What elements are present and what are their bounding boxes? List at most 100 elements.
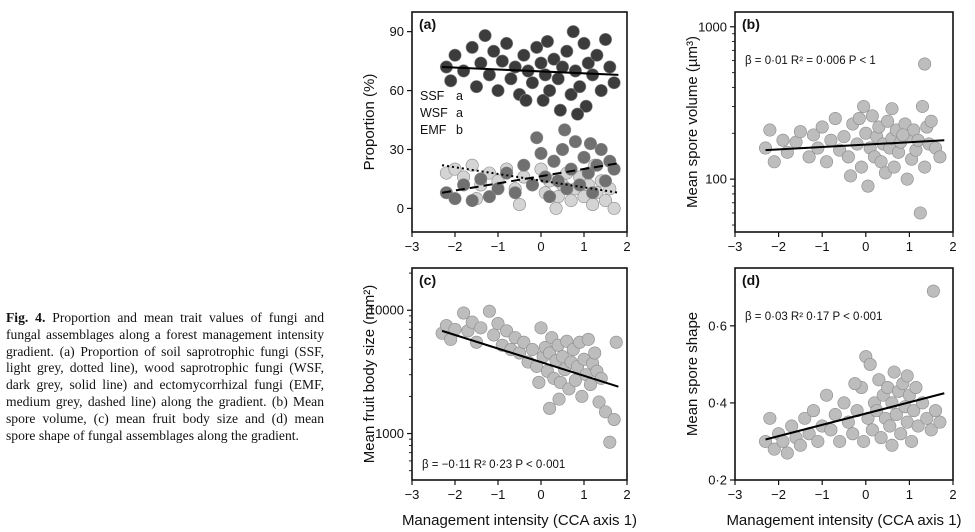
panel-c-point xyxy=(603,435,617,449)
panel-c-point xyxy=(588,346,602,360)
panel-c-xtick-label: −1 xyxy=(491,487,506,502)
panel-c-frame xyxy=(411,267,628,481)
panel-d-point xyxy=(874,431,888,445)
panel-c-point xyxy=(532,375,546,389)
panel-c-point xyxy=(598,405,612,419)
panel-a-point-wsf xyxy=(448,48,462,62)
panel-a-point-wsf xyxy=(594,84,608,98)
panel-a-point-wsf xyxy=(598,32,612,46)
panel-d-point xyxy=(894,427,908,441)
panel-c-xtick-label: 1 xyxy=(580,487,587,502)
panel-c-stats: β = −0·11 R² 0·23 P < 0·001 xyxy=(422,459,565,471)
panel-a-label: (a) xyxy=(419,16,436,32)
panel-a-point-wsf xyxy=(465,40,479,54)
panel-b-point xyxy=(824,133,838,147)
panel-a-point-wsf xyxy=(534,56,548,70)
panel-b-point xyxy=(911,133,925,147)
panel-a-point-wsf xyxy=(457,64,471,78)
panel-a-point-wsf xyxy=(579,99,593,113)
panel-d-point xyxy=(820,388,834,402)
panel-b-point xyxy=(865,109,879,123)
panel-b-stats: β = 0·01 R² = 0·006 P < 1 xyxy=(745,55,876,67)
panel-a-point-emf xyxy=(583,137,597,151)
panel-b-xtick-label: 0 xyxy=(862,239,869,254)
panel-b-frame xyxy=(734,11,954,233)
panel-b-point xyxy=(896,128,910,142)
panel-d xyxy=(730,267,954,485)
panel-c-point xyxy=(552,392,566,406)
panel-a-ytick-label: 90 xyxy=(390,24,404,39)
panel-b-ytick-label: 100 xyxy=(705,172,727,187)
panel-c-point xyxy=(609,335,623,349)
panel-a-point-ssf xyxy=(586,198,600,212)
panel-c-ytick-label: 10000 xyxy=(368,303,404,318)
legend-wsf-label: WSF xyxy=(420,106,448,120)
panel-a-point-ssf xyxy=(465,158,479,172)
panel-b-point xyxy=(815,120,829,134)
panel-b-xtick-label: −2 xyxy=(771,239,786,254)
panel-a-point-wsf xyxy=(474,56,488,70)
panel-c-label: (c) xyxy=(419,272,436,288)
panel-d-xtick-label: 2 xyxy=(949,487,956,502)
legend-emf-label: EMF xyxy=(420,123,447,137)
panel-d-point xyxy=(785,419,799,433)
panel-a-point-wsf xyxy=(551,72,565,86)
panel-a-ylabel: Proportion (%) xyxy=(361,74,378,171)
panel-a-point-wsf xyxy=(553,103,567,117)
panel-a-point-emf xyxy=(590,158,604,172)
panel-d-point xyxy=(833,434,847,448)
panel-a-point-emf xyxy=(547,154,561,168)
panel-a-xtick-label: 0 xyxy=(537,239,544,254)
panel-b-point xyxy=(918,57,932,71)
panel-a-point-emf xyxy=(543,190,557,204)
panel-a-point-wsf xyxy=(504,72,518,86)
panel-d-point xyxy=(811,434,825,448)
panel-b-point xyxy=(763,123,777,137)
panel-b-point xyxy=(857,99,871,113)
panel-b-point xyxy=(881,114,895,128)
panel-c-point xyxy=(553,375,567,389)
panel-a-fit-line-emf xyxy=(441,162,619,194)
panel-d-xtick-label: 1 xyxy=(906,487,913,502)
panel-b-point xyxy=(874,155,888,169)
panel-c-point xyxy=(517,335,531,349)
panel-b-xtick-label: 2 xyxy=(949,239,956,254)
panel-d-point xyxy=(824,423,838,437)
panel-d-xtick-label: 0 xyxy=(862,487,869,502)
panel-d-point xyxy=(907,404,921,418)
panel-c xyxy=(407,267,628,485)
panel-a-point-wsf xyxy=(603,60,617,74)
panel-d-xlabel: Management intensity (CCA axis 1) xyxy=(726,512,961,529)
panel-d-point xyxy=(857,434,871,448)
panel-a-point-wsf xyxy=(581,56,595,70)
panel-d-point xyxy=(763,411,777,425)
panel-a-point-ssf xyxy=(549,201,563,215)
panel-c-point xyxy=(482,304,496,318)
panel-d-stats: β = 0·03 R² 0·17 P < 0·001 xyxy=(745,311,882,323)
panel-c-point xyxy=(543,401,557,415)
panel-d-point xyxy=(885,438,899,452)
panel-d-point xyxy=(911,419,925,433)
panel-a-xtick-label: −2 xyxy=(448,239,463,254)
panel-d-point xyxy=(900,369,914,383)
panel-d-point xyxy=(883,419,897,433)
panel-c-point xyxy=(607,412,621,426)
panel-b-ylabel: Mean spore volume (µm³) xyxy=(684,36,701,208)
panel-b-point xyxy=(918,160,932,174)
panel-a-point-emf xyxy=(598,174,612,188)
panel-d-point xyxy=(926,284,940,298)
panel-a-point-ssf xyxy=(512,198,526,212)
panel-b-point xyxy=(924,114,938,128)
panel-a-point-wsf xyxy=(469,80,483,94)
panel-a-point-emf xyxy=(534,146,548,160)
panel-c-point xyxy=(491,317,505,331)
panel-b-point xyxy=(776,133,790,147)
panel-d-point xyxy=(920,411,934,425)
panel-a-point-wsf xyxy=(543,84,557,98)
panel-a-point-wsf xyxy=(517,48,531,62)
panel-c-point xyxy=(581,332,595,346)
panel-a-point-ssf xyxy=(598,194,612,208)
legend-ssf-label: SSF xyxy=(420,89,445,103)
panel-a-point-wsf xyxy=(590,48,604,62)
